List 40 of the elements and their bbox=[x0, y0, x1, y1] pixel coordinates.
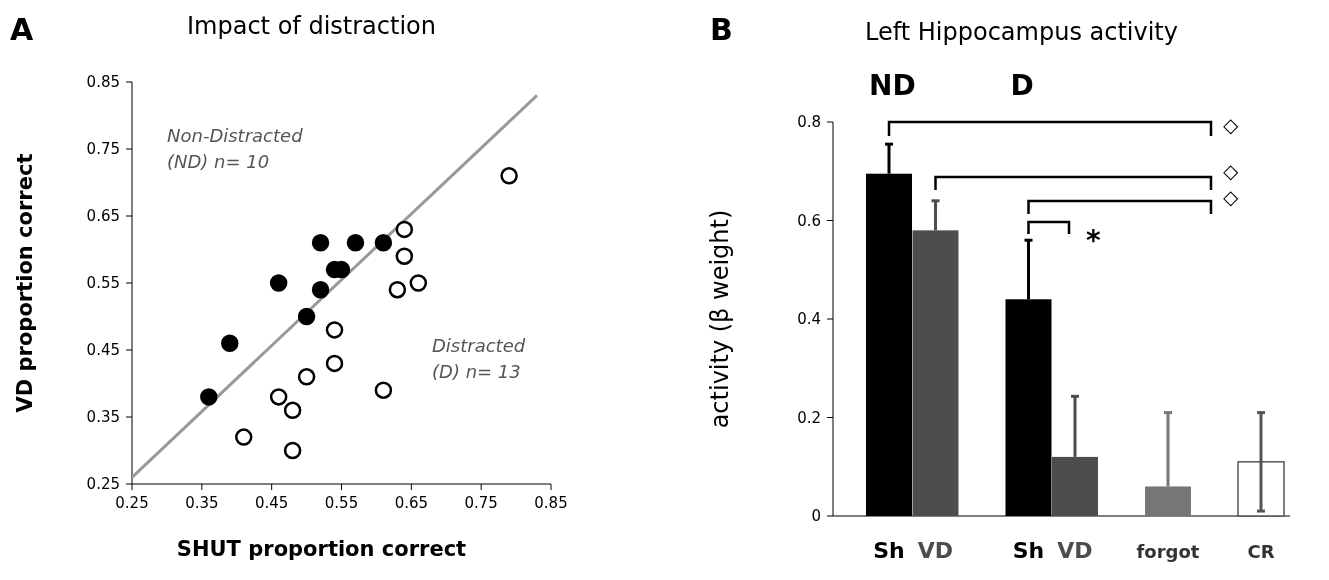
x-tick-label: Sh bbox=[1012, 538, 1045, 563]
y-tick-label: 0.85 bbox=[86, 73, 120, 92]
x-tick-label: Sh bbox=[873, 538, 905, 563]
y-tick-label: 0 bbox=[811, 507, 821, 526]
text: D bbox=[1010, 69, 1034, 102]
y-tick-label: 0.55 bbox=[86, 274, 120, 293]
annotation: ◇ bbox=[1223, 112, 1239, 137]
x-tick-label: VD bbox=[917, 538, 954, 563]
annotation: ◇ bbox=[1223, 184, 1239, 209]
x-tick-label: 0.85 bbox=[534, 494, 568, 512]
annotation: Distracted (D) n= 13 bbox=[432, 335, 526, 382]
x-tick-label: 0.75 bbox=[464, 494, 498, 512]
chart-title: Impact of distraction bbox=[187, 12, 436, 40]
x-tick-label: 0.25 bbox=[115, 494, 149, 512]
y-tick-label: 0.45 bbox=[86, 341, 120, 360]
y-tick-label: 0.35 bbox=[86, 408, 120, 427]
x-tick-label: VD bbox=[1057, 538, 1093, 563]
x-tick-label: CR bbox=[1247, 541, 1275, 562]
text: B bbox=[710, 12, 733, 47]
y-tick-label: 0.2 bbox=[797, 408, 821, 427]
text: ND bbox=[869, 69, 916, 102]
x-tick-label: forgot bbox=[1136, 541, 1200, 562]
y-tick-label: 0.4 bbox=[797, 310, 821, 329]
y-tick-label: 0.8 bbox=[797, 113, 821, 132]
x-axis-title: SHUT proportion correct bbox=[176, 537, 467, 561]
x-tick-label: 0.35 bbox=[185, 494, 219, 512]
chart-title: Left Hippocampus activity bbox=[865, 18, 1178, 46]
x-tick-label: 0.65 bbox=[394, 494, 429, 512]
annotation: Non-Distracted (ND) n= 10 bbox=[167, 125, 304, 172]
y-axis-title: VD proportion correct bbox=[13, 153, 37, 413]
y-tick-label: 0.6 bbox=[797, 211, 821, 230]
y-tick-label: 0.75 bbox=[86, 140, 120, 159]
y-tick-label: 0.65 bbox=[86, 207, 120, 226]
x-tick-label: 0.55 bbox=[324, 494, 359, 512]
text: A bbox=[10, 12, 34, 47]
y-tick-label: 0.25 bbox=[86, 475, 120, 494]
x-tick-label: 0.45 bbox=[254, 494, 289, 512]
annotation: ◇ bbox=[1223, 158, 1239, 183]
annotation: * bbox=[1086, 224, 1101, 257]
y-axis-title: activity (β weight) bbox=[706, 209, 734, 429]
